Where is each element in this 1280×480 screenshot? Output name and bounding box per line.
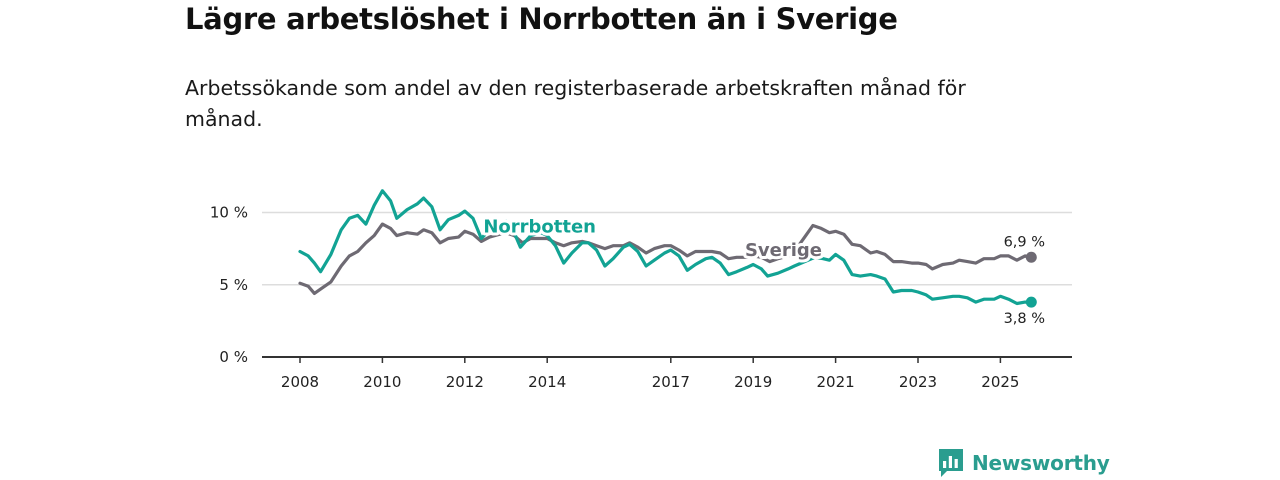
y-tick-label: 5 %: [219, 276, 248, 294]
x-tick-label: 2025: [981, 373, 1019, 391]
newsworthy-logo: Newsworthy: [938, 448, 1110, 478]
brand-name: Newsworthy: [972, 451, 1110, 475]
x-tick-label: 2023: [899, 373, 937, 391]
end-point-sverige: [1025, 251, 1037, 263]
series-line-norrbotten: [298, 189, 1033, 306]
bar-chart-icon: [939, 449, 963, 477]
x-tick-label: 2008: [281, 373, 319, 391]
series-label-norrbotten: Norrbotten: [483, 217, 596, 238]
chart-subtitle: Arbetssökande som andel av den registerb…: [185, 76, 966, 131]
series-label-sverige: Sverige: [745, 240, 822, 261]
x-tick-label: 2012: [446, 373, 484, 391]
x-tick-label: 2010: [363, 373, 401, 391]
x-tick-label: 2021: [817, 373, 855, 391]
y-tick-label: 10 %: [210, 204, 248, 222]
line-chart: 0 % 5 % 10 % 2008 2010 2012 2014 2017 2019 2021 20…: [210, 189, 1072, 391]
x-tick-label: 2019: [734, 373, 772, 391]
series-line-sverige: [298, 222, 1033, 295]
y-tick-label: 0 %: [219, 348, 248, 366]
end-value-label-norrbotten: 3,8 %: [1004, 311, 1045, 327]
end-value-label-sverige: 6,9 %: [1004, 234, 1045, 250]
x-tick-label: 2014: [528, 373, 566, 391]
chart-title: Lägre arbetslöshet i Norrbotten än i Sve…: [185, 2, 898, 36]
end-point-norrbotten: [1025, 296, 1037, 308]
x-tick-label: 2017: [652, 373, 690, 391]
